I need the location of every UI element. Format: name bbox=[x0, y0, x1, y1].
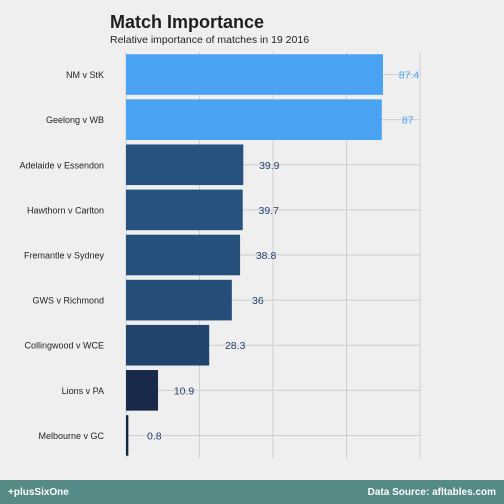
chart-title: Match Importance bbox=[110, 12, 264, 32]
category-label: Geelong v WB bbox=[46, 115, 104, 125]
bar bbox=[126, 99, 382, 140]
category-label: Collingwood v WCE bbox=[24, 341, 104, 351]
category-label: Melbourne v GC bbox=[38, 431, 104, 441]
footer-data-source: Data Source: afltables.com bbox=[367, 487, 496, 498]
value-label: 39.7 bbox=[258, 205, 279, 217]
value-label: 28.3 bbox=[225, 340, 246, 352]
bar bbox=[126, 415, 129, 456]
value-label: 39.9 bbox=[259, 160, 280, 172]
value-label: 87.4 bbox=[399, 70, 420, 82]
bar bbox=[126, 144, 244, 186]
category-label: Adelaide v Essendon bbox=[19, 160, 104, 170]
category-label: NM v StK bbox=[66, 70, 104, 80]
category-label: Fremantle v Sydney bbox=[24, 251, 105, 261]
bars bbox=[126, 54, 383, 456]
category-label: Hawthorn v Carlton bbox=[27, 205, 104, 215]
category-label: Lions v PA bbox=[62, 386, 104, 396]
bar bbox=[126, 189, 243, 231]
bar bbox=[126, 234, 241, 276]
bar bbox=[126, 324, 210, 366]
category-label: GWS v Richmond bbox=[32, 296, 104, 306]
footer-brand: +plusSixOne bbox=[8, 487, 69, 498]
value-label: 38.8 bbox=[256, 250, 277, 262]
bar bbox=[126, 279, 232, 321]
bar bbox=[126, 54, 383, 95]
value-label: 0.8 bbox=[147, 430, 162, 442]
footer-bar: +plusSixOne Data Source: afltables.com bbox=[0, 480, 504, 504]
value-labels: 87.4 87 39.9 39.7 38.8 36 28.3 10.9 0.8 bbox=[147, 70, 419, 443]
category-labels: NM v StK Geelong v WB Adelaide v Essendon H… bbox=[19, 70, 104, 441]
value-label: 10.9 bbox=[174, 385, 195, 397]
bar bbox=[126, 370, 159, 411]
chart-subtitle: Relative importance of matches in 19 201… bbox=[110, 34, 309, 46]
value-label: 36 bbox=[252, 295, 264, 307]
match-importance-chart: Match Importance Relative importance of … bbox=[19, 12, 421, 458]
value-label: 87 bbox=[402, 115, 414, 127]
